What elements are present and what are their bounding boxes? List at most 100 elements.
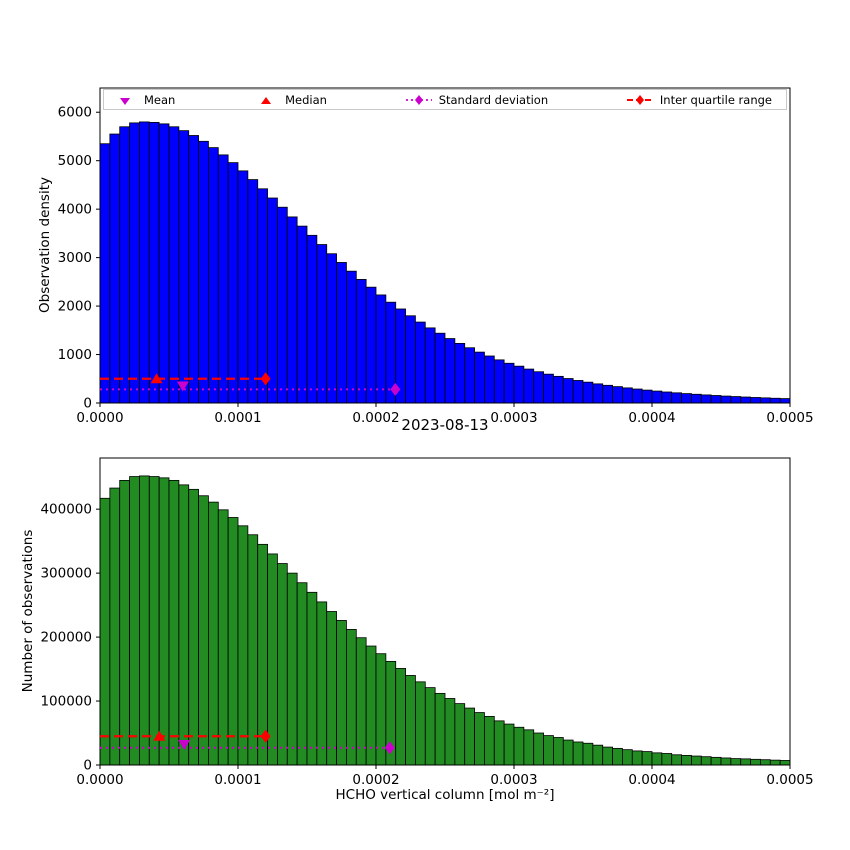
histogram-bar	[277, 563, 288, 766]
histogram-bar	[513, 365, 525, 404]
legend-item-iqr: Inter quartile range	[626, 93, 772, 107]
histogram-bar	[602, 384, 613, 404]
histogram-bar	[700, 756, 712, 766]
chart-title: 2023-08-13	[401, 416, 489, 434]
histogram-bar	[148, 476, 160, 766]
histogram-bar	[779, 760, 791, 766]
histogram-bar	[464, 707, 475, 766]
mean-marker-icon	[120, 97, 130, 105]
histogram-bar	[661, 753, 673, 766]
histogram-bar	[109, 133, 121, 404]
histogram-bar	[592, 744, 604, 766]
histogram-bar	[572, 380, 584, 404]
histogram-bar	[306, 234, 318, 404]
y-tick-label: 300000	[40, 566, 92, 582]
histogram-bar	[139, 121, 150, 404]
histogram-bar	[444, 698, 456, 766]
histogram-bar	[661, 391, 673, 404]
histogram-bar	[700, 394, 712, 404]
histogram-bar	[415, 681, 426, 766]
std-diamond-marker	[384, 741, 395, 755]
histogram-bar	[434, 332, 446, 404]
histogram-bar	[553, 737, 564, 766]
histogram-bar	[139, 475, 150, 766]
diamond-glyph	[635, 94, 644, 105]
histogram-bar	[227, 162, 239, 404]
histogram-bar	[474, 351, 485, 404]
triangle-up-glyph	[261, 96, 272, 104]
histogram-bar	[760, 397, 771, 404]
histogram-bar	[237, 525, 249, 766]
histogram-bar	[316, 601, 328, 766]
histogram-bar	[493, 359, 505, 404]
y-tick-label: 3000	[58, 250, 92, 266]
histogram-bar	[326, 253, 337, 404]
histogram-bar	[631, 750, 643, 766]
histogram-bar	[336, 262, 347, 404]
x-tick-label: 0.0000	[76, 410, 123, 426]
histogram-bar	[217, 509, 229, 766]
histogram-bar	[424, 687, 436, 766]
std-marker-icon	[405, 94, 432, 105]
histogram-bar	[503, 723, 515, 766]
histogram-bar	[493, 720, 505, 766]
legend-label-mean: Mean	[144, 92, 176, 107]
histogram-bar	[286, 572, 298, 766]
histogram-bar	[148, 122, 160, 404]
histogram-bar	[641, 751, 653, 766]
histogram-bar	[247, 179, 259, 404]
x-tick-label: 0.0002	[352, 772, 399, 788]
axes-frame	[99, 87, 791, 404]
histogram-bar	[582, 742, 594, 766]
histogram-bar	[198, 140, 209, 404]
histogram-bar	[523, 729, 535, 766]
histogram-bar	[769, 397, 781, 404]
histogram-bar	[168, 479, 180, 766]
y-axis-label-top: Observation density	[37, 177, 53, 313]
legend-item-median: Median	[253, 93, 327, 107]
legend-label-iqr: Inter quartile range	[659, 92, 772, 107]
histogram-bar	[188, 135, 199, 404]
histogram-bar	[267, 553, 278, 766]
histogram-bar	[158, 477, 170, 766]
histogram-bar	[99, 497, 111, 766]
histogram-bar	[750, 758, 761, 766]
histogram-bar	[612, 386, 623, 404]
histogram-bar	[543, 373, 554, 404]
histogram-bar	[543, 735, 554, 766]
histogram-bar	[572, 741, 584, 766]
histogram-bar	[296, 225, 308, 404]
histogram-bar	[326, 611, 337, 766]
histogram-bar	[405, 315, 416, 404]
std-diamond-marker	[390, 382, 401, 396]
histogram-bar	[355, 279, 367, 404]
triangle-down-glyph	[120, 97, 130, 105]
histogram-bar	[109, 487, 121, 766]
histogram-bar	[365, 286, 377, 404]
histogram-bar	[592, 383, 604, 404]
histogram-bar	[651, 752, 663, 766]
histogram-bar	[277, 206, 288, 404]
histogram-bar	[671, 392, 682, 404]
histogram-bar	[286, 216, 298, 404]
legend-label-std: Standard deviation	[438, 92, 549, 107]
median-marker	[150, 373, 163, 384]
histogram-bar	[217, 154, 229, 404]
histogram-bar	[296, 582, 308, 766]
x-axis-label: HCHO vertical column [mol m⁻²]	[335, 787, 555, 803]
histogram-bar	[720, 757, 732, 766]
histogram-bar	[129, 122, 140, 404]
histogram-bar	[247, 534, 259, 766]
y-tick-label: 100000	[40, 694, 92, 710]
histogram-bar	[474, 712, 485, 766]
histogram-bar	[533, 371, 544, 404]
histogram-bar	[651, 390, 663, 404]
histogram-bar	[415, 321, 426, 404]
histogram-bar	[769, 759, 781, 766]
y-tick-label: 200000	[40, 630, 92, 646]
histogram-bar	[129, 476, 140, 766]
axes-frame	[99, 457, 791, 766]
histogram-bar	[198, 495, 209, 766]
histogram-bar	[612, 747, 623, 766]
